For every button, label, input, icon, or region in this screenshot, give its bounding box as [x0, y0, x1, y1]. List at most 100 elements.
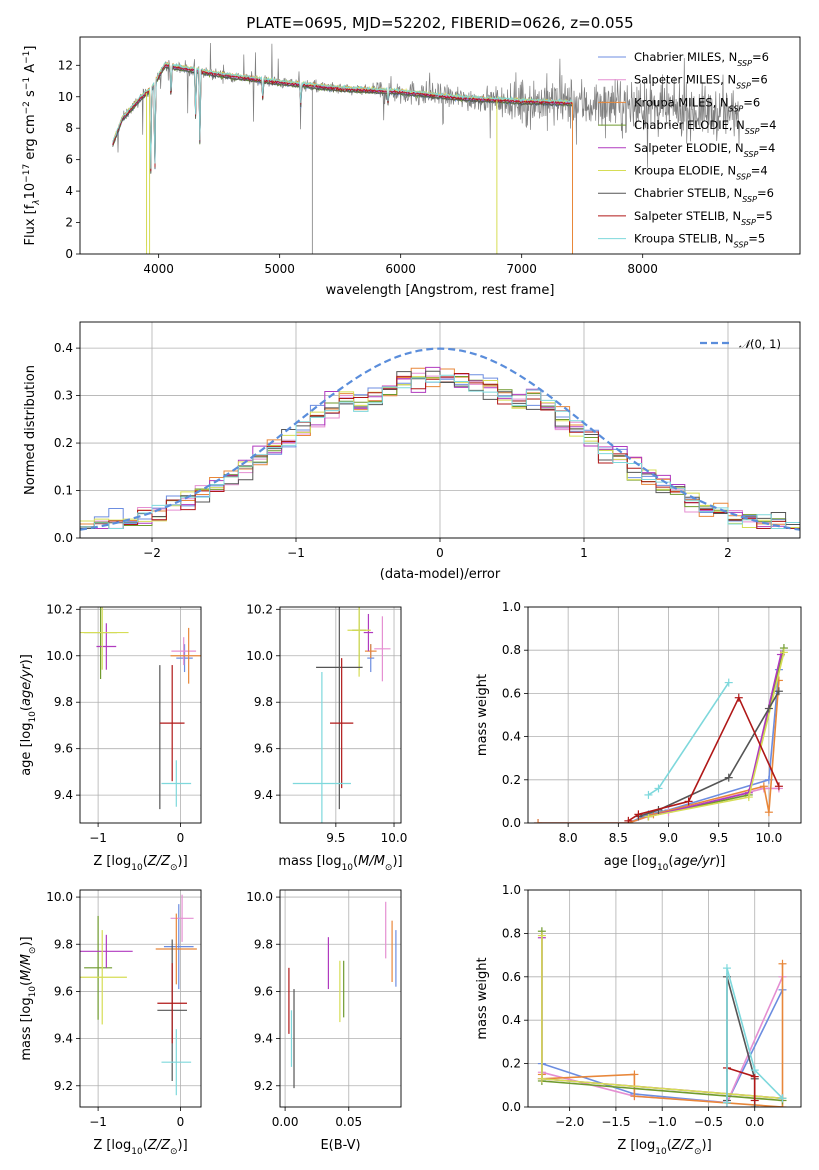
axes-frame: [279, 606, 402, 824]
y-tick-label: 0.2: [502, 773, 521, 787]
axes-mass-vs-EBV: 0.00 0.05 9.2 9.4 9.6 9.8 10.0 E(B-V): [246, 889, 402, 1153]
normal-distribution-curve: [80, 347, 800, 531]
x-tick-label: −0.5: [694, 1115, 723, 1129]
y-tick-label: 0.0: [502, 1100, 521, 1114]
model-spectrum-line: [112, 61, 573, 171]
y-tick-label: 9.2: [254, 1079, 273, 1093]
y-tick-label: 9.4: [54, 1032, 73, 1046]
axes-frame: [79, 606, 202, 824]
figure-title: PLATE=0695, MJD=52202, FIBERID=0626, z=0…: [246, 14, 633, 32]
y-tick-label: 0: [65, 247, 73, 261]
y-tick-label: 9.4: [254, 1032, 273, 1046]
model-spectrum-line: [112, 64, 573, 172]
x-tick-label: 8.5: [609, 831, 628, 845]
x-tick-label: 8.0: [559, 831, 578, 845]
x-tick-label: 0: [436, 546, 444, 560]
y-tick-label: 6: [65, 153, 73, 167]
y-tick-label: 0.6: [502, 970, 521, 984]
y-tick-label: 9.8: [54, 937, 73, 951]
y-tick-label: 9.8: [54, 695, 73, 709]
y-tick-label: 9.6: [254, 984, 273, 998]
legend-residuals: 𝒩(0, 1): [700, 337, 781, 351]
x-tick-label: 0: [177, 1115, 185, 1129]
legend-label: Chabrier STELIB, NSSP=6: [634, 186, 774, 204]
model-spectrum-line: [112, 66, 573, 174]
y-tick-label: 0.0: [502, 816, 521, 830]
x-tick-label: 0.05: [335, 1115, 362, 1129]
y-tick-label: 8: [65, 121, 73, 135]
y-tick-label: 4: [65, 184, 73, 198]
y-tick-label: 0.8: [502, 926, 521, 940]
x-tick-label: 0.0: [745, 1115, 764, 1129]
x-axis-label: mass [log10(M/M⊙)]: [278, 854, 402, 873]
model-spectrum-line: [112, 62, 573, 170]
y-tick-label: 0.1: [54, 484, 73, 498]
legend-label: Kroupa ELODIE, NSSP=4: [634, 164, 768, 182]
x-tick-label: 9.0: [659, 831, 678, 845]
legend-label: Salpeter ELODIE, NSSP=4: [634, 141, 775, 159]
axes-age-vs-Z: −1 0 9.4 9.6 9.8 10.0 10.2 Z [log10(Z/Z⊙)] age […: [19, 602, 202, 873]
plot-area-age-vs-mass: [292, 607, 391, 823]
y-tick-label: 12: [58, 58, 73, 72]
x-axis-label: Z [log10(Z/Z⊙)]: [617, 1138, 711, 1157]
x-tick-label: −1.0: [648, 1115, 677, 1129]
y-tick-label: 0.6: [502, 686, 521, 700]
plot-area-mass-weight-vs-Z: [537, 927, 787, 1107]
y-tick-label: 9.2: [54, 1079, 73, 1093]
y-tick-label: 10.0: [46, 890, 73, 904]
plot-area-residuals: [80, 347, 800, 531]
y-tick-label: 10.2: [246, 602, 273, 616]
model-spectrum-line: [112, 66, 573, 173]
x-tick-label: 6000: [385, 262, 416, 276]
y-tick-label: 9.8: [254, 695, 273, 709]
legend-label: Kroupa STELIB, NSSP=5: [634, 232, 765, 250]
legend-label: Salpeter STELIB, NSSP=5: [634, 209, 773, 227]
x-tick-label: −2: [143, 546, 161, 560]
x-axis-label: wavelength [Angstrom, rest frame]: [326, 283, 555, 298]
x-tick-label: 0.00: [272, 1115, 299, 1129]
y-tick-label: 1.0: [502, 600, 521, 614]
y-tick-label: 10.2: [46, 602, 73, 616]
y-tick-label: 10.0: [246, 649, 273, 663]
x-axis-label: age [log10(age/yr)]: [604, 854, 726, 873]
x-tick-label: −2.0: [555, 1115, 584, 1129]
mass-weight-line: [538, 680, 780, 823]
y-tick-label: 2: [65, 216, 73, 230]
axes-frame: [79, 321, 801, 539]
x-tick-label: 10.0: [756, 831, 783, 845]
axes-mass-weight-vs-age: 8.0 8.5 9.0 9.5 10.0 0.0 0.2 0.4 0.6 0.8 1.0 age [l…: [475, 600, 802, 873]
axes-mass-weight-vs-Z: −2.0 −1.5 −1.0 −0.5 0.0 0.0 0.2 0.4 0.6 0.8 1.0 Z […: [475, 883, 802, 1157]
y-tick-label: 0.4: [502, 730, 521, 744]
plot-area-mass-vs-Z: [80, 894, 197, 1096]
x-tick-label: 1: [580, 546, 588, 560]
y-axis-label: mass weight: [475, 674, 490, 756]
legend-label: Kroupa MILES, NSSP=6: [634, 95, 760, 113]
x-tick-label: 5000: [264, 262, 295, 276]
mass-weight-line: [538, 669, 780, 823]
x-axis-label: (data-model)/error: [380, 567, 501, 582]
x-tick-label: 9.5: [709, 831, 728, 845]
y-tick-label: 0.4: [502, 1013, 521, 1027]
legend-label: 𝒩(0, 1): [739, 337, 781, 351]
residual-histogram-step: [80, 374, 800, 530]
y-axis-label: mass [log10(M/M⊙)]: [19, 936, 38, 1060]
y-tick-label: 9.6: [54, 742, 73, 756]
model-spectrum-line: [112, 62, 573, 169]
x-tick-label: 7000: [506, 262, 537, 276]
axes-residuals: −2 −1 0 1 2 0.0 0.1 0.2 0.3 0.4 𝒩(0, 1) (data-model…: [23, 321, 801, 582]
y-tick-label: 0.3: [54, 389, 73, 403]
axes-frame: [527, 889, 802, 1108]
mass-weight-line: [726, 976, 756, 1107]
y-tick-label: 9.4: [254, 788, 273, 802]
x-axis-label: Z [log10(Z/Z⊙)]: [93, 854, 187, 873]
y-tick-label: 0.4: [54, 341, 73, 355]
legend-spectrum: Chabrier MILES, NSSP=6 Salpeter MILES, NS…: [598, 50, 776, 249]
legend-label: Chabrier MILES, NSSP=6: [634, 50, 769, 68]
y-tick-label: 10.0: [246, 890, 273, 904]
plot-area-age-vs-Z: [80, 607, 201, 810]
y-axis-label: Flux [fλ10−17 erg cm−2 s−1 A−1]: [22, 46, 42, 246]
y-tick-label: 9.6: [54, 984, 73, 998]
legend-label: Chabrier ELODIE, NSSP=4: [634, 118, 776, 136]
axes-age-vs-mass: 9.5 10.0 9.4 9.6 9.8 10.0 10.2 mass [log10(M/M⊙…: [246, 602, 407, 873]
x-tick-label: −1.5: [601, 1115, 630, 1129]
